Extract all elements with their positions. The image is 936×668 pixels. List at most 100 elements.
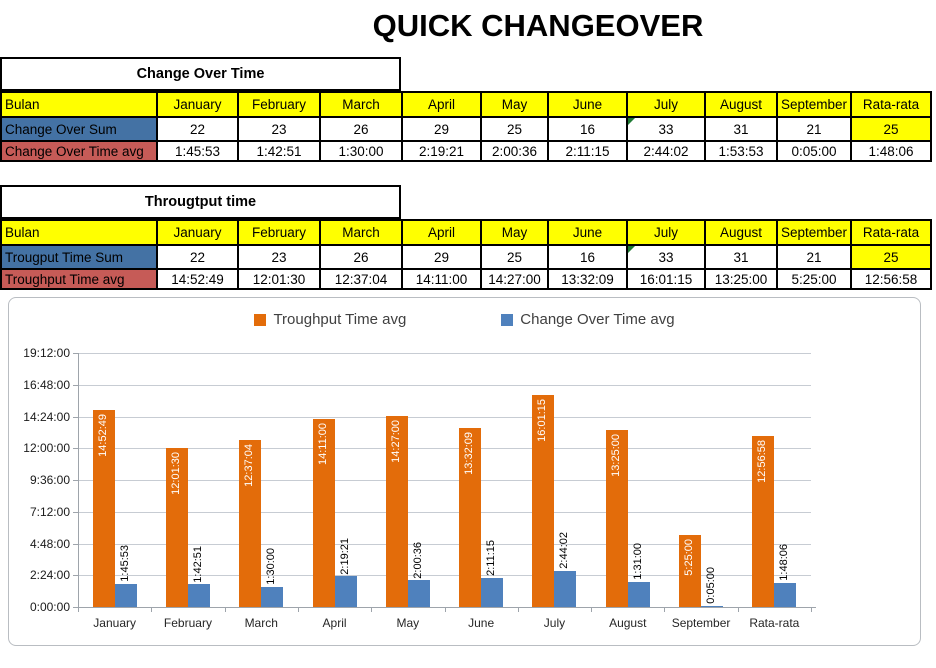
cell[interactable]: 12:56:58	[850, 268, 932, 290]
changeover-bar[interactable]	[114, 583, 137, 607]
changeover-bar[interactable]	[407, 580, 430, 607]
column-header[interactable]: March	[319, 219, 403, 246]
cell[interactable]: 21	[776, 244, 852, 270]
cell[interactable]: 1:45:53	[156, 140, 239, 162]
cell[interactable]: 33	[626, 116, 706, 142]
changeover-bar[interactable]	[481, 578, 504, 607]
changeover-bar[interactable]	[774, 583, 797, 607]
cell[interactable]: 16:01:15	[626, 268, 706, 290]
y-tick	[73, 607, 78, 608]
column-header[interactable]: August	[704, 91, 778, 118]
bar-label: 1:48:06	[778, 544, 791, 582]
row-label[interactable]: Change Over Time avg	[0, 140, 158, 162]
cell[interactable]: 14:27:00	[480, 268, 549, 290]
column-header[interactable]: July	[626, 219, 706, 246]
cell[interactable]: 14:11:00	[401, 268, 482, 290]
row-label[interactable]: Trougput Time Sum	[0, 244, 158, 270]
cell[interactable]: 12:01:30	[237, 268, 321, 290]
column-header[interactable]: June	[547, 91, 628, 118]
cell[interactable]: 16	[547, 244, 628, 270]
legend-item-changeover[interactable]: Change Over Time avg	[501, 311, 675, 328]
cell[interactable]: 2:44:02	[626, 140, 706, 162]
column-header[interactable]: Rata-rata	[850, 91, 932, 118]
column-header[interactable]: March	[319, 91, 403, 118]
column-header[interactable]: April	[401, 91, 482, 118]
column-header[interactable]: May	[480, 91, 549, 118]
column-header[interactable]: May	[480, 219, 549, 246]
troughput-bar[interactable]	[605, 429, 628, 607]
cell[interactable]: 26	[319, 244, 403, 270]
cell[interactable]: 2:00:36	[480, 140, 549, 162]
change-over-table-title: Change Over Time	[0, 57, 401, 91]
x-tick	[811, 607, 812, 612]
changeover-bar[interactable]	[187, 584, 210, 607]
column-header[interactable]: September	[776, 219, 852, 246]
cell[interactable]: 16	[547, 116, 628, 142]
cell[interactable]: 29	[401, 244, 482, 270]
column-header[interactable]: February	[237, 91, 321, 118]
cell[interactable]: 26	[319, 116, 403, 142]
cell[interactable]: 13:25:00	[704, 268, 778, 290]
cell[interactable]: 25	[850, 244, 932, 270]
changeover-bar[interactable]	[627, 581, 650, 607]
y-tick	[73, 448, 78, 450]
cell[interactable]: 22	[156, 116, 239, 142]
column-header[interactable]: April	[401, 219, 482, 246]
cell[interactable]: 14:52:49	[156, 268, 239, 290]
troughput-bar[interactable]	[679, 535, 702, 607]
cell[interactable]: 13:32:09	[547, 268, 628, 290]
column-header[interactable]: August	[704, 219, 778, 246]
column-header[interactable]: July	[626, 91, 706, 118]
cell[interactable]: 31	[704, 116, 778, 142]
row-header-bulan[interactable]: Bulan	[0, 91, 158, 118]
bar-label: 2:44:02	[558, 532, 571, 569]
cell[interactable]: 5:25:00	[776, 268, 852, 290]
column-header[interactable]: Rata-rata	[850, 219, 932, 246]
troughput-bar[interactable]	[92, 410, 115, 607]
x-tick	[78, 607, 79, 612]
troughput-bar[interactable]	[752, 435, 775, 607]
cell[interactable]: 25	[480, 116, 549, 142]
bar-label: 2:00:36	[411, 541, 424, 579]
column-header[interactable]: June	[547, 219, 628, 246]
cell[interactable]: 2:11:15	[547, 140, 628, 162]
cell[interactable]: 25	[480, 244, 549, 270]
x-axis-label: July	[543, 616, 566, 630]
cell[interactable]: 1:53:53	[704, 140, 778, 162]
changeover-bar[interactable]	[261, 587, 284, 607]
cell[interactable]: 1:48:06	[850, 140, 932, 162]
cell[interactable]: 2:19:21	[401, 140, 482, 162]
cell[interactable]: 31	[704, 244, 778, 270]
troughput-bar[interactable]	[459, 427, 482, 607]
cell[interactable]: 1:42:51	[237, 140, 321, 162]
troughput-bar[interactable]	[385, 415, 408, 607]
cell[interactable]: 29	[401, 116, 482, 142]
changeover-bar[interactable]	[701, 605, 724, 607]
cell[interactable]: 33	[626, 244, 706, 270]
changeover-bar[interactable]	[554, 570, 577, 607]
cell[interactable]: 21	[776, 116, 852, 142]
troughput-bar[interactable]	[239, 440, 262, 607]
legend-label: Change Over Time avg	[520, 311, 675, 328]
cell[interactable]: 23	[237, 244, 321, 270]
legend-item-troughput[interactable]: Troughput Time avg	[254, 311, 406, 328]
cell[interactable]: 22	[156, 244, 239, 270]
column-header[interactable]: February	[237, 219, 321, 246]
cell[interactable]: 12:37:04	[319, 268, 403, 290]
row-label[interactable]: Change Over Sum	[0, 116, 158, 142]
row-label[interactable]: Troughput Time avg	[0, 268, 158, 290]
column-header[interactable]: January	[156, 219, 239, 246]
cell[interactable]: 23	[237, 116, 321, 142]
column-header[interactable]: January	[156, 91, 239, 118]
cell[interactable]: 1:30:00	[319, 140, 403, 162]
column-header[interactable]: September	[776, 91, 852, 118]
troughput-bar[interactable]	[312, 419, 335, 607]
troughput-bar[interactable]	[165, 447, 188, 607]
cell[interactable]: 25	[850, 116, 932, 142]
x-axis-label: February	[163, 616, 212, 630]
row-header-bulan[interactable]: Bulan	[0, 219, 158, 246]
changeover-bar[interactable]	[334, 576, 357, 607]
x-tick	[224, 607, 226, 612]
troughput-bar[interactable]	[532, 395, 555, 607]
cell[interactable]: 0:05:00	[776, 140, 852, 162]
